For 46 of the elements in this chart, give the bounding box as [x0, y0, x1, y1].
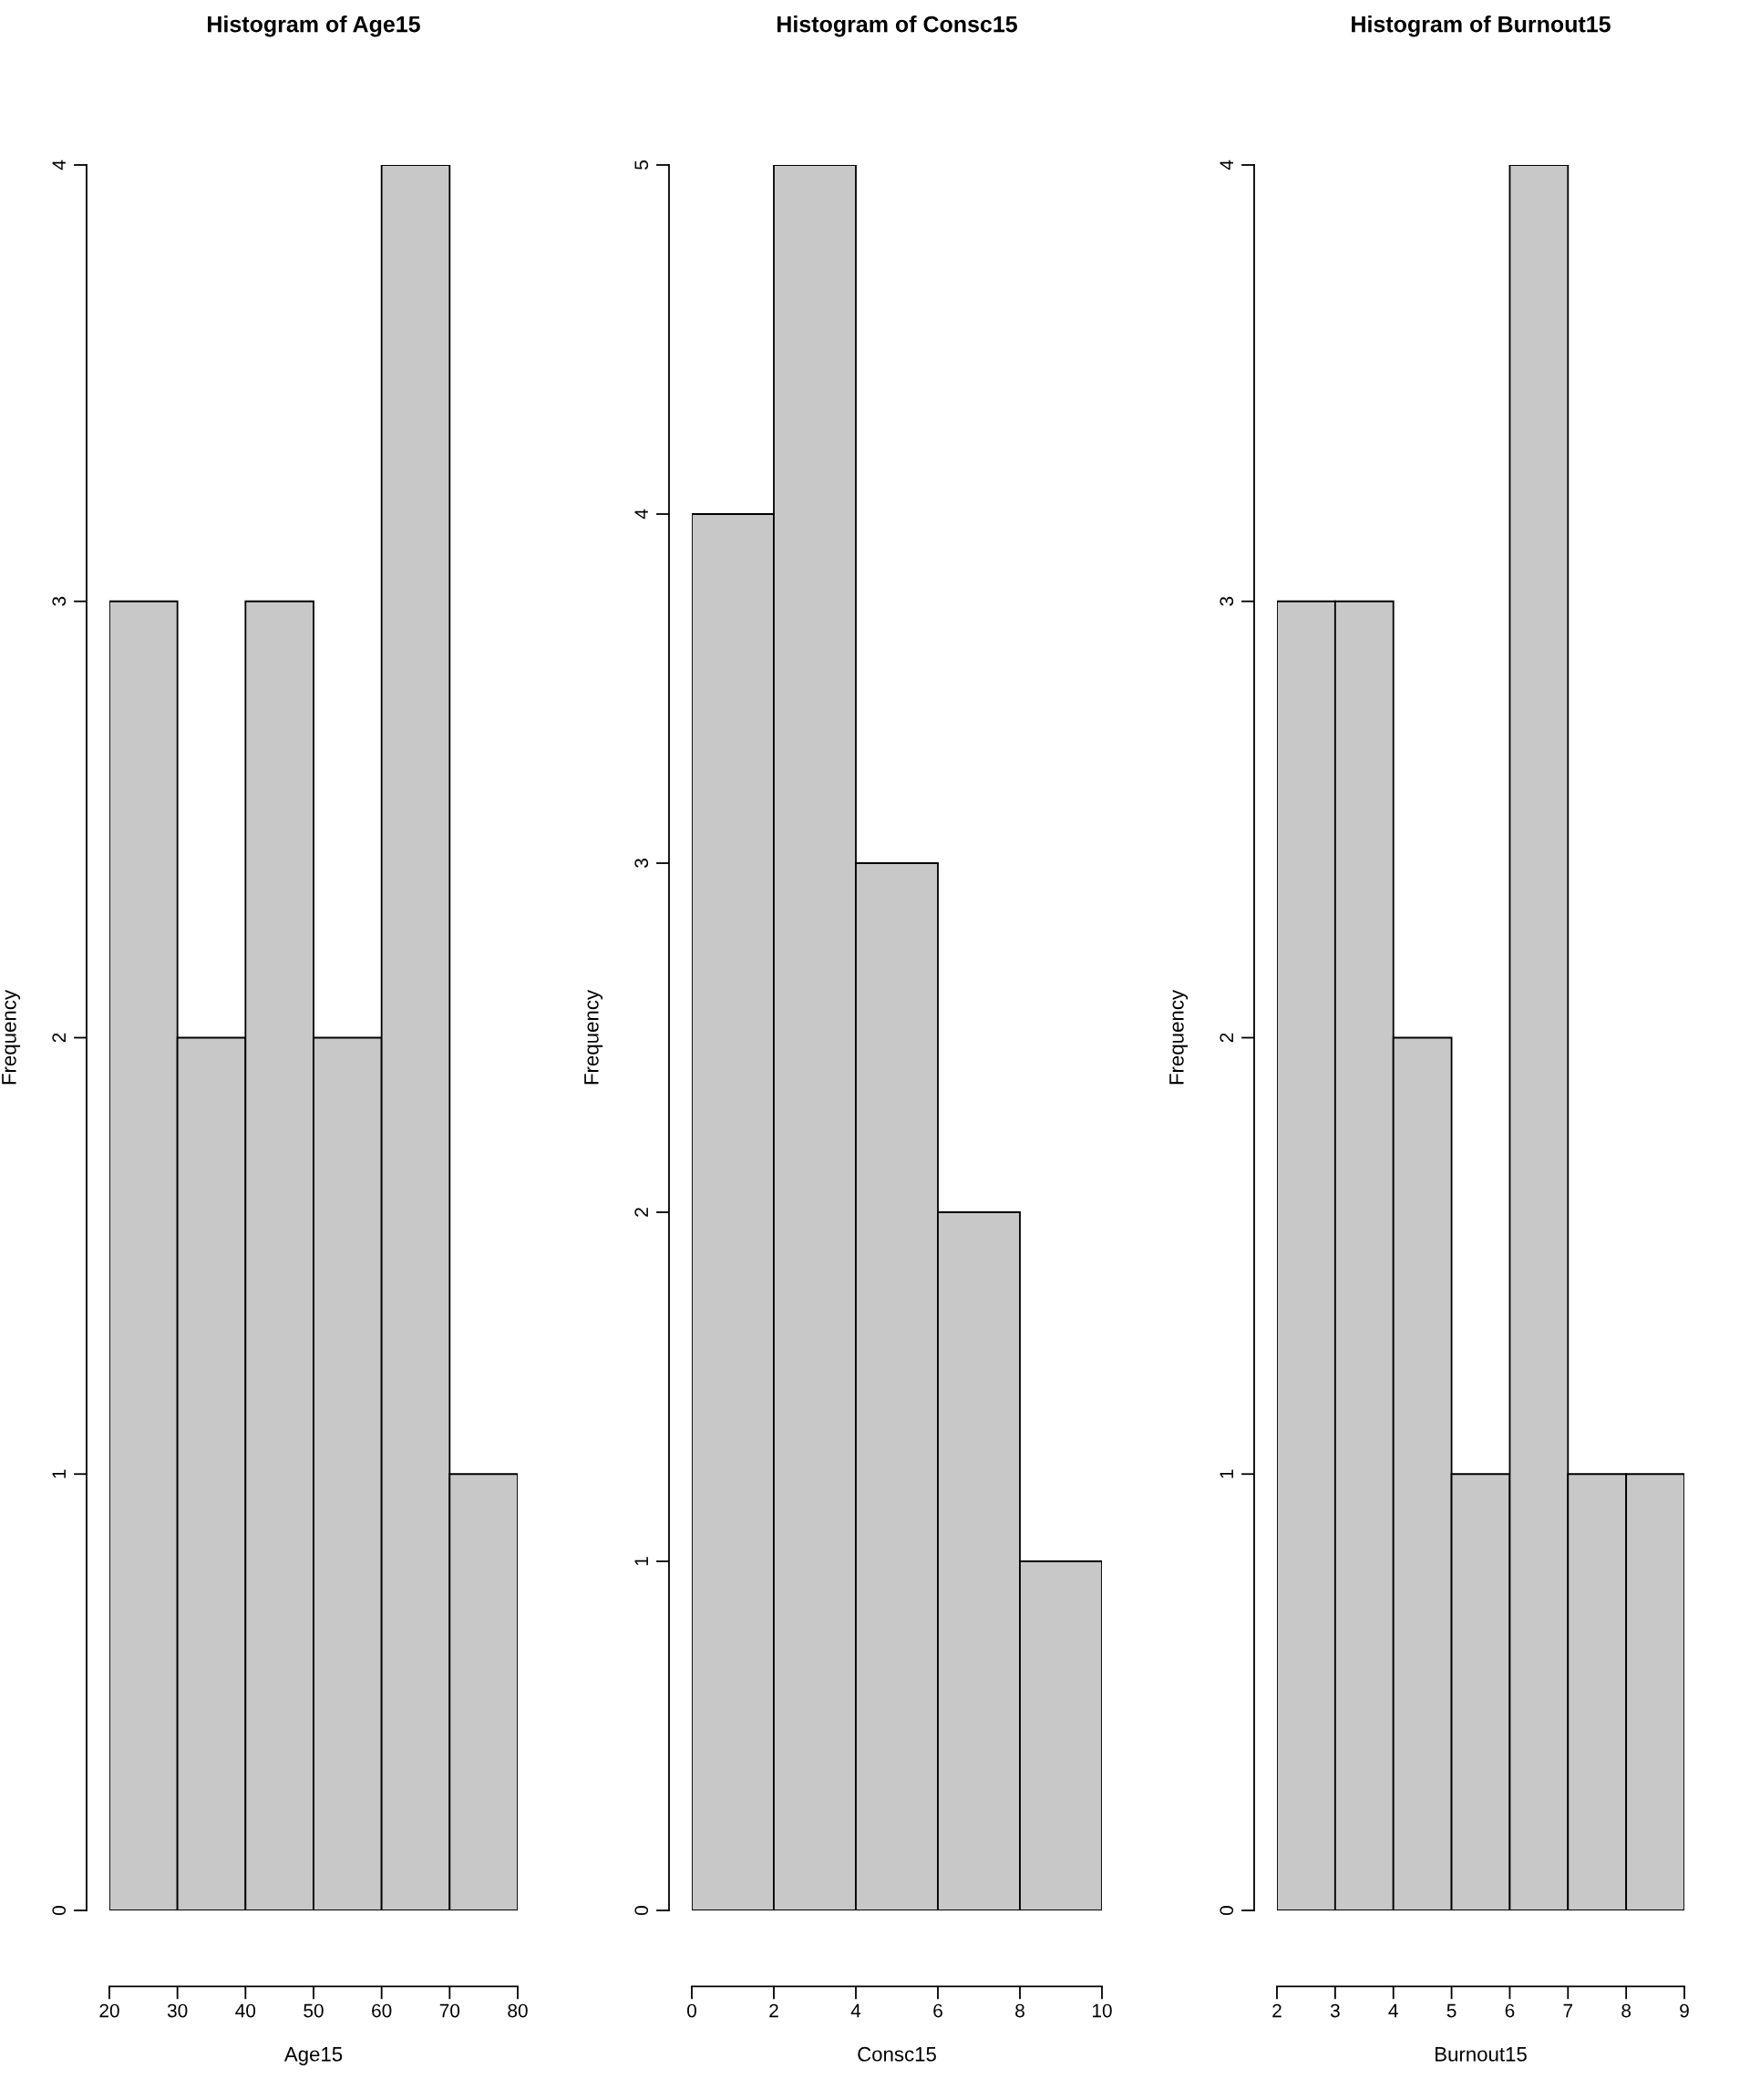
y-tick-label: 1	[1220, 1469, 1233, 1478]
x-tick-label: 0	[687, 2003, 696, 2018]
y-tick-label: 0	[1220, 1906, 1234, 1915]
y-tick-label: 0	[634, 1906, 649, 1915]
y-axis-title: Frequency	[584, 990, 603, 1085]
y-axis-title: Frequency	[2, 990, 21, 1085]
y-tick-label: 1	[52, 1469, 66, 1478]
x-tick-label: 2	[769, 2003, 778, 2018]
x-tick-label: 40	[235, 2003, 256, 2018]
y-tick-label: 4	[634, 509, 648, 520]
x-tick-label: 20	[99, 2003, 119, 2018]
x-tick-label: 9	[1680, 2003, 1689, 2018]
x-tick-label: 60	[372, 2003, 392, 2018]
x-tick-label: 5	[1446, 2003, 1457, 2018]
x-tick-label: 30	[167, 2003, 188, 2018]
y-tick-label: 4	[52, 160, 66, 170]
x-tick-label: 4	[850, 2003, 861, 2018]
x-tick-label: 50	[304, 2003, 324, 2018]
y-tick-label: 2	[634, 1208, 648, 1217]
x-tick-label: 80	[508, 2003, 528, 2018]
x-tick-label: 6	[933, 2003, 942, 2018]
x-axis-title: Burnout15	[1436, 2047, 1527, 2062]
x-tick-label: 3	[1330, 2003, 1340, 2018]
y-tick-label: 3	[52, 596, 67, 606]
y-tick-label: 0	[52, 1906, 67, 1915]
y-tick-label: 4	[1220, 160, 1233, 170]
x-axis-title: Age15	[283, 2047, 343, 2065]
y-tick-label: 3	[634, 859, 649, 868]
y-tick-label: 1	[634, 1557, 648, 1566]
x-tick-label: 8	[1621, 2003, 1632, 2018]
x-tick-label: 4	[1388, 2003, 1398, 2018]
y-axis-title: Frequency	[1169, 990, 1189, 1085]
y-tick-label: 3	[1220, 596, 1234, 606]
x-axis-title: Consc15	[858, 2046, 936, 2062]
y-tick-label: 2	[52, 1033, 66, 1043]
x-tick-label: 70	[439, 2003, 460, 2018]
x-tick-label: 7	[1563, 2003, 1573, 2018]
y-tick-label: 5	[634, 160, 649, 170]
x-tick-label: 2	[1272, 2003, 1282, 2018]
y-tick-label: 2	[1220, 1033, 1233, 1043]
chart-title: Histogram of Age15	[208, 15, 420, 37]
chart-title: Histogram of Consc15	[777, 15, 1017, 37]
x-tick-label: 6	[1505, 2003, 1515, 2018]
chart-title: Histogram of Burnout15	[1352, 15, 1611, 37]
x-tick-label: 8	[1015, 2003, 1024, 2018]
x-tick-label: 10	[1093, 2003, 1112, 2018]
